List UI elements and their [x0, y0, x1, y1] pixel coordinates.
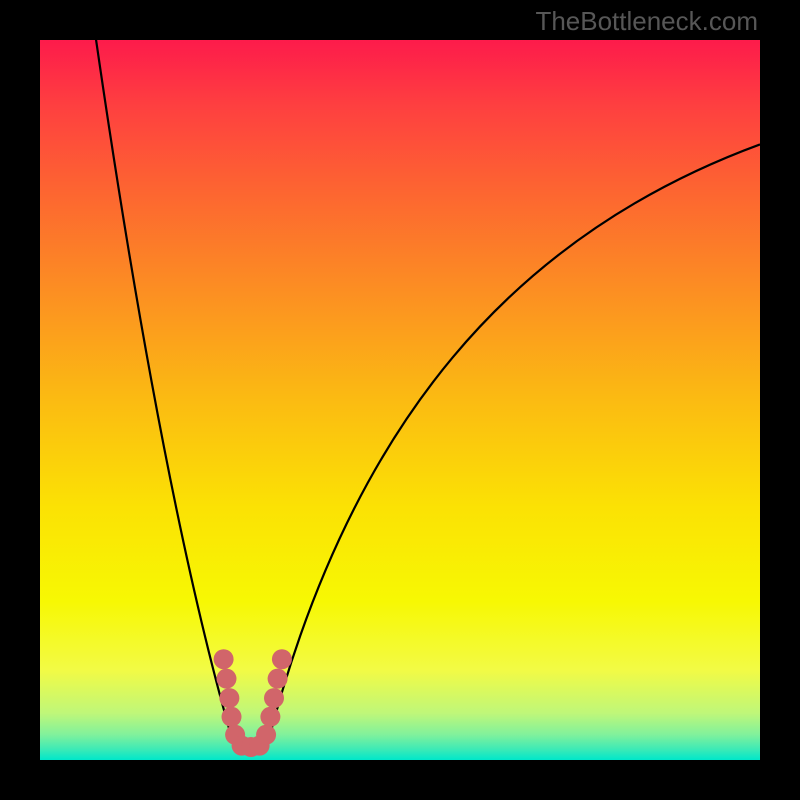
- valley-dot: [216, 669, 236, 689]
- valley-dot: [264, 688, 284, 708]
- valley-dot: [272, 649, 292, 669]
- plot-area: [40, 26, 760, 760]
- chart-root: TheBottleneck.com: [0, 0, 800, 800]
- valley-dot: [222, 707, 242, 727]
- valley-dot: [219, 688, 239, 708]
- valley-dot: [268, 669, 288, 689]
- chart-svg: TheBottleneck.com: [0, 0, 800, 800]
- watermark-text: TheBottleneck.com: [535, 6, 758, 36]
- valley-dot: [256, 725, 276, 745]
- gradient-background: [40, 40, 760, 760]
- valley-dot: [260, 707, 280, 727]
- valley-dot: [214, 649, 234, 669]
